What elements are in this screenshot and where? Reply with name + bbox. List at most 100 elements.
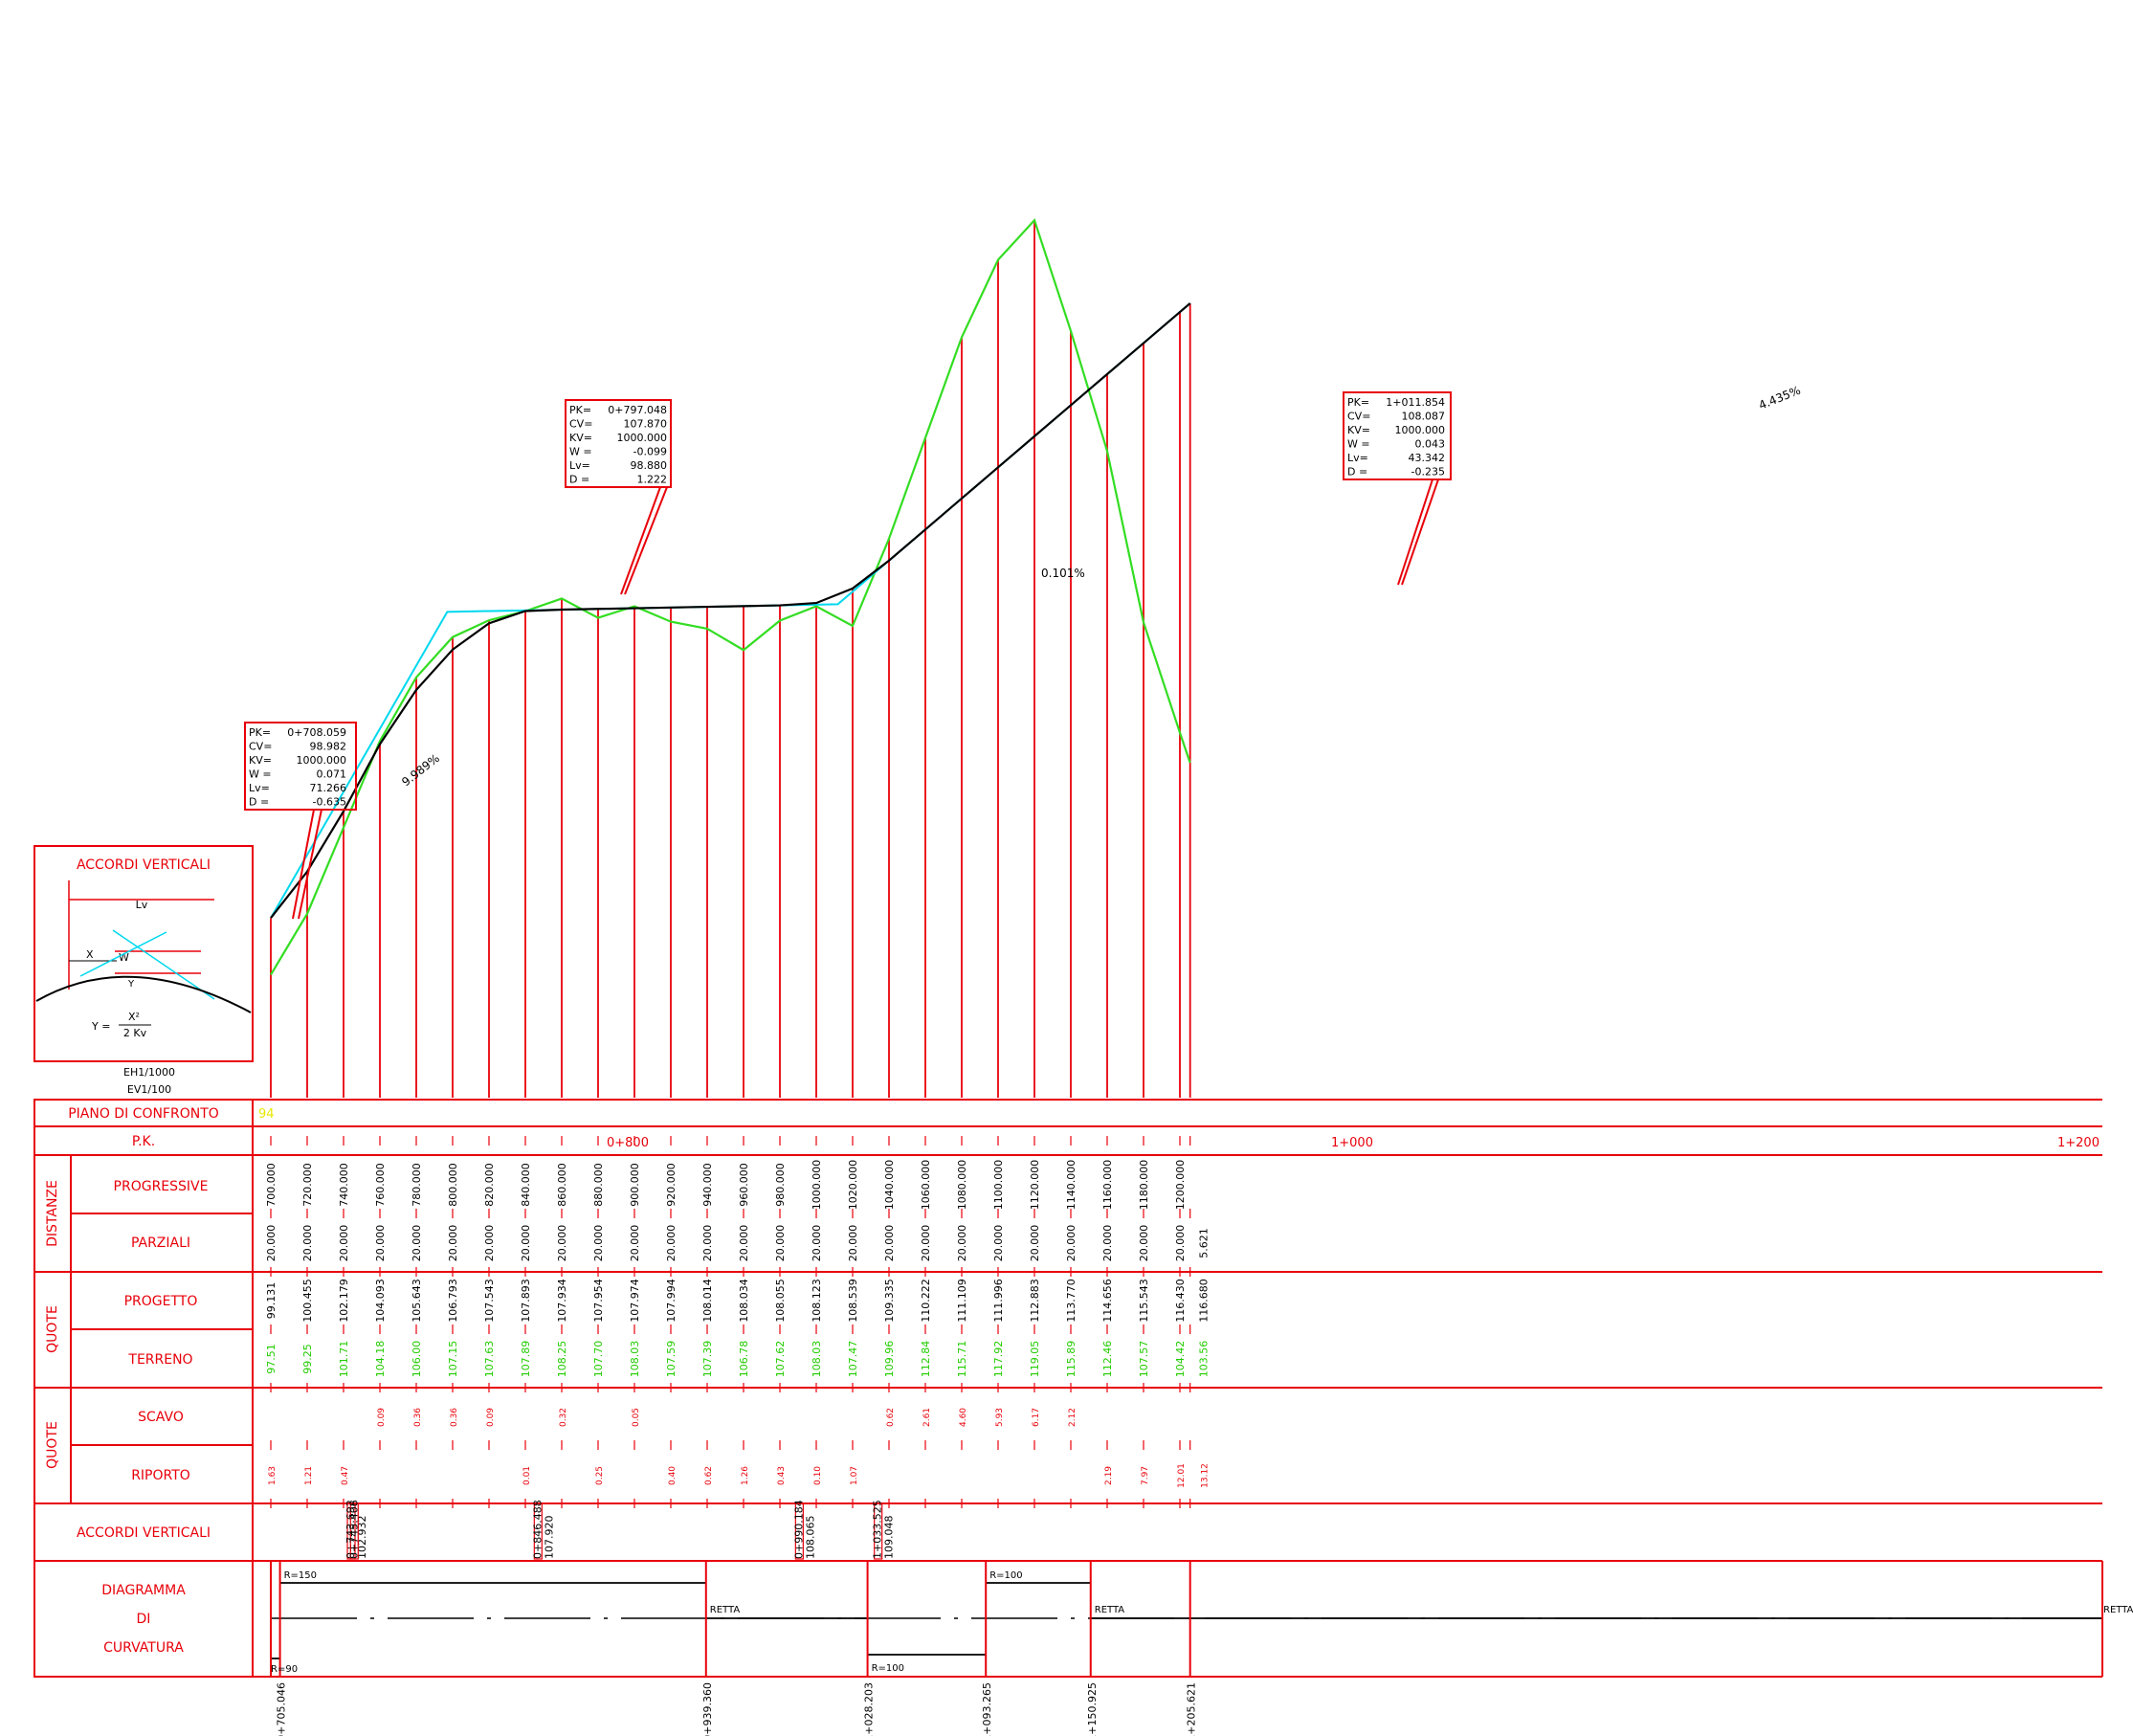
curve-station: 1+028.203 — [863, 1682, 876, 1736]
curve-station: 1+205.621 — [1186, 1682, 1198, 1736]
cell-parziali: 20.000 — [447, 1225, 459, 1262]
curve-label: RETTA — [2103, 1605, 2133, 1615]
vc-value: 107.870 — [624, 418, 668, 431]
cell-riporto: 13.12 — [1201, 1463, 1211, 1488]
slope-label-2: 0.101% — [1041, 567, 1085, 580]
cell-riporto: 0.62 — [704, 1466, 714, 1485]
vc-key: Lv= — [1347, 452, 1368, 464]
curve-station: 1+150.925 — [1086, 1682, 1099, 1736]
cell-riporto: 0.01 — [522, 1466, 532, 1485]
cell-riporto: 0.40 — [668, 1466, 678, 1485]
curve-station: 0+939.360 — [701, 1682, 714, 1736]
legend-vertical-curves: ACCORDI VERTICALI Lv X W Y Y = X² 2 Kv — [33, 845, 254, 1062]
cell-terreno: 108.03 — [629, 1341, 641, 1378]
vc-key: Lv= — [569, 459, 590, 472]
cell-parziali: 5.621 — [1198, 1228, 1211, 1258]
cell-progetto: 105.643 — [411, 1279, 423, 1323]
cell-scavo: 4.60 — [959, 1408, 968, 1427]
accordo-pk: 1+033.525 — [872, 1500, 884, 1559]
legend-formula-den: 2 Kv — [123, 1027, 147, 1039]
cell-progetto: 115.543 — [1138, 1279, 1150, 1323]
accordo-quota: 102.932 — [356, 1516, 368, 1560]
cell-progressive: 740.000 — [338, 1163, 350, 1207]
cell-progressive: 960.000 — [738, 1163, 750, 1207]
cell-progetto: 108.014 — [701, 1279, 714, 1323]
cell-terreno: 104.42 — [1174, 1341, 1187, 1378]
data-table-frame — [33, 1099, 2102, 1678]
vc-value: 98.982 — [310, 741, 347, 753]
cell-progressive: 980.000 — [774, 1163, 787, 1207]
cell-progetto: 107.994 — [665, 1279, 678, 1323]
curve-station: 1+093.265 — [981, 1682, 993, 1736]
vc-value: 108.087 — [1402, 411, 1446, 423]
row-accordi-verticali: ACCORDI VERTICALI — [77, 1525, 211, 1541]
cell-scavo: 0.62 — [886, 1408, 896, 1427]
cell-parziali: 20.000 — [774, 1225, 787, 1262]
vertical-curve-box-1 — [244, 722, 357, 920]
vc-key: W = — [1347, 438, 1370, 451]
cell-terreno: 119.05 — [1029, 1341, 1041, 1378]
cell-parziali: 20.000 — [1101, 1225, 1114, 1262]
cell-terreno: 108.25 — [556, 1341, 568, 1378]
row-di: DI — [137, 1612, 151, 1627]
cell-progressive: 1200.000 — [1174, 1160, 1187, 1211]
curve-label: RETTA — [1095, 1605, 1125, 1615]
cell-progetto: 107.954 — [592, 1279, 605, 1323]
cell-terreno: 106.78 — [738, 1341, 750, 1378]
cell-parziali: 20.000 — [665, 1225, 678, 1262]
cell-parziali: 20.000 — [629, 1225, 641, 1262]
cell-progetto: 106.793 — [447, 1279, 459, 1323]
accordo-quota: 108.065 — [804, 1516, 816, 1560]
cell-progetto: 99.131 — [265, 1282, 278, 1320]
cell-parziali: 20.000 — [701, 1225, 714, 1262]
cell-scavo: 2.61 — [922, 1408, 932, 1427]
cell-parziali: 20.000 — [374, 1225, 387, 1262]
cell-progressive: 1160.000 — [1101, 1160, 1114, 1211]
accordo-marker — [349, 1502, 359, 1560]
cell-terreno: 115.89 — [1065, 1341, 1078, 1378]
cell-parziali: 20.000 — [483, 1225, 496, 1262]
cell-terreno: 104.18 — [374, 1341, 387, 1378]
cell-terreno: 109.96 — [883, 1341, 896, 1378]
row-progressive: PROGRESSIVE — [114, 1179, 209, 1194]
vc-key: KV= — [569, 432, 592, 444]
vc-value: 0.043 — [1415, 438, 1446, 451]
scale-vertical: EV1/100 — [127, 1083, 171, 1096]
cell-progressive: 860.000 — [556, 1163, 568, 1207]
cell-scavo: 0.36 — [413, 1408, 423, 1427]
slope-label-3: 4.435% — [1757, 384, 1803, 412]
cell-parziali: 20.000 — [592, 1225, 605, 1262]
vc-value: -0.099 — [633, 446, 667, 458]
cell-terreno: 112.84 — [920, 1341, 932, 1378]
cell-scavo: 0.36 — [450, 1408, 459, 1427]
vc-key: KV= — [249, 754, 272, 767]
row-pk: P.K. — [132, 1134, 155, 1149]
vc-value: 0.071 — [317, 768, 347, 781]
legend-w: W — [119, 951, 129, 964]
slope-label-1: 9.989% — [399, 751, 442, 789]
vc-key: D = — [569, 474, 589, 486]
cell-terreno: 115.71 — [956, 1341, 968, 1378]
cell-terreno: 97.51 — [265, 1344, 278, 1374]
cell-progetto: 109.335 — [883, 1279, 896, 1323]
cell-riporto: 7.97 — [1141, 1466, 1150, 1485]
cell-scavo: 0.09 — [486, 1408, 496, 1427]
vertical-curve-box-3 — [1343, 391, 1452, 586]
row-scavo: SCAVO — [138, 1410, 184, 1425]
cell-progetto: 107.974 — [629, 1279, 641, 1323]
cell-parziali: 20.000 — [1065, 1225, 1078, 1262]
vc-value: 1000.000 — [1395, 424, 1446, 436]
cell-riporto: 1.07 — [850, 1466, 859, 1485]
cell-parziali: 20.000 — [847, 1225, 859, 1262]
cell-riporto: 2.19 — [1104, 1466, 1114, 1485]
cell-progetto: 108.055 — [774, 1279, 787, 1323]
vc-value: 1+011.854 — [1386, 396, 1445, 409]
accordo-marker — [533, 1502, 543, 1560]
curve-label: R=100 — [989, 1570, 1022, 1581]
pk-label-0800: 0+800 — [607, 1136, 649, 1150]
cell-parziali: 20.000 — [956, 1225, 968, 1262]
cell-riporto: 0.43 — [777, 1466, 787, 1485]
cell-parziali: 20.000 — [738, 1225, 750, 1262]
cell-parziali: 20.000 — [265, 1225, 278, 1262]
